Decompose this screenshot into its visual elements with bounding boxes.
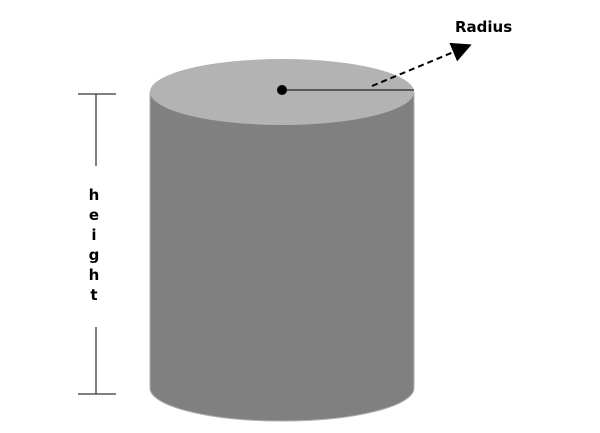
height-label: height (85, 186, 103, 306)
radius-label: Radius (455, 18, 513, 36)
cylinder-body (150, 92, 414, 388)
radius-arrow (371, 42, 472, 87)
height-bracket (78, 93, 116, 395)
